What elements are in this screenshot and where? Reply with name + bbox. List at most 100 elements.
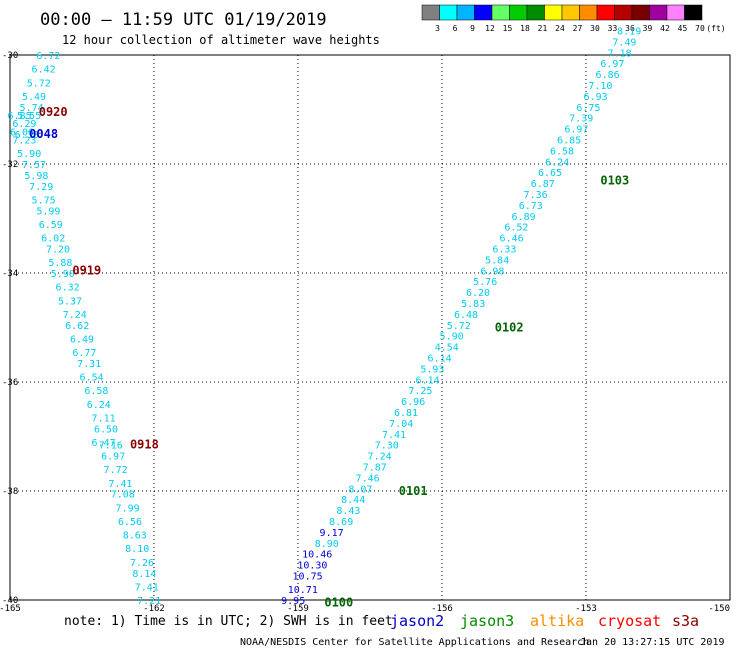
wave-height-value: 8.19 [617, 26, 641, 37]
wave-height-value: 7.30 [375, 441, 399, 452]
y-tick-label: -36 [2, 378, 18, 388]
pass-time-label: 0103 [600, 173, 629, 187]
colorbar-legend: 3 6 9 12 15 18 21 24 27 30 33 36 39 42 45 70 (ft) [421, 4, 726, 33]
wave-height-value: 7.23 [12, 135, 36, 146]
wave-height-value: 5.84 [485, 255, 509, 266]
y-tick-label: -40 [2, 596, 18, 606]
colorbar-label: 33 [608, 24, 618, 33]
colorbar-swatch [474, 4, 493, 21]
wave-height-value: 6.87 [531, 179, 555, 190]
wave-height-value: 6.72 [36, 51, 60, 62]
wave-height-value: 6.14 [428, 353, 452, 364]
colorbar-swatch [631, 4, 650, 21]
wave-height-value: 5.75 [32, 195, 56, 206]
wave-height-value: 7.41 [382, 430, 406, 441]
wave-height-value: 8.43 [336, 506, 360, 517]
wave-height-value: 6.02 [41, 234, 65, 245]
footer-timestamp: Jan 20 13:27:15 UTC 2019 [580, 637, 725, 648]
wave-height-value: 8.14 [132, 569, 156, 580]
wave-height-value: 7.26 [130, 558, 154, 569]
wave-height-value: 5.83 [461, 299, 485, 310]
satellite-legend-jason3: jason3 [460, 612, 514, 630]
wave-height-value: 6.59 [39, 220, 63, 231]
axis-ticks: -165 -162 -159 -156 -153 -150 -30 -32 -34 -36 -38 -… [0, 51, 730, 614]
satellite-legend-altika: altika [530, 612, 584, 630]
wave-height-value: 6.20 [466, 288, 490, 299]
wave-height-value: 9.95 [281, 596, 305, 607]
wave-height-value: 6.73 [519, 201, 543, 212]
wave-height-value: 8.69 [329, 517, 353, 528]
wave-height-value: 7.25 [408, 386, 432, 397]
colorbar-label: 3 [435, 24, 440, 33]
wave-height-value: 6.48 [454, 310, 478, 321]
pass-time-label: 0918 [130, 438, 159, 452]
wave-height-value: 6.54 [80, 373, 104, 384]
wave-height-value: 6.86 [596, 70, 620, 81]
satellite-legend: jason2 jason3 altika cryosat s3a [390, 612, 699, 630]
wave-height-value: 6.97 [600, 59, 624, 70]
wave-height-value: 10.30 [297, 561, 327, 572]
wave-height-value: 6.29 [12, 119, 36, 130]
colorbar-label: 9 [470, 24, 475, 33]
wave-height-value: 6.42 [32, 65, 56, 76]
wave-height-value: 6.47 [92, 438, 116, 449]
wave-height-value: 7.31 [77, 359, 101, 370]
y-tick-label: -34 [2, 269, 18, 279]
wave-height-value: 8.10 [125, 544, 149, 555]
pass-time-label: 0100 [324, 596, 353, 610]
colorbar-swatch [684, 4, 703, 21]
satellite-legend-cryosat: cryosat [598, 612, 661, 630]
wave-height-value: 5.49 [22, 92, 46, 103]
wave-height-value: 7.04 [389, 419, 413, 430]
wave-height-value: 7.18 [608, 48, 632, 59]
wave-height-value: 6.50 [94, 424, 118, 435]
wave-height-value: 6.81 [394, 408, 418, 419]
y-tick-label: -30 [2, 51, 18, 61]
satellite-legend-jason2: jason2 [390, 612, 444, 630]
pass-time-labels: 0920 0048 0919 0918 0103 0102 0101 0100 [29, 105, 629, 609]
colorbar-label: 39 [643, 24, 653, 33]
pass-time-label: 0920 [39, 105, 68, 119]
wave-height-value: 7.99 [116, 503, 140, 514]
wave-height-value: 6.46 [500, 234, 524, 245]
wave-height-value: 6.32 [56, 283, 80, 294]
colorbar-swatch [614, 4, 633, 21]
wave-height-value: 8.90 [315, 539, 339, 550]
wave-height-value: 7.41 [108, 479, 132, 490]
colorbar-swatch [649, 4, 668, 21]
wave-height-value: 6.77 [72, 348, 96, 359]
wave-height-value: 9.17 [320, 528, 344, 539]
colorbar-unit: (ft) [706, 24, 725, 33]
wave-height-value: 7.87 [363, 462, 387, 473]
wave-height-value: 7.10 [588, 81, 612, 92]
wave-height-value: 6.98 [480, 266, 504, 277]
wave-height-value: 4.54 [435, 343, 459, 354]
colorbar-label: 27 [573, 24, 583, 33]
footer-credit: NOAA/NESDIS Center for Satellite Applica… [240, 637, 589, 648]
pass-time-label: 0919 [72, 263, 101, 277]
wave-height-value: 6.33 [15, 130, 39, 141]
y-tick-label: -38 [2, 487, 18, 497]
wave-height-value: 6.93 [584, 92, 608, 103]
wave-height-value: 5.99 [36, 206, 60, 217]
x-tick-label: -153 [575, 604, 597, 614]
wave-height-value: 8.63 [123, 531, 147, 542]
colorbar-swatch [421, 4, 440, 21]
wave-height-value: 5.98 [24, 171, 48, 182]
page-subtitle: 12 hour collection of altimeter wave hei… [62, 33, 380, 47]
wave-height-value: 6.49 [70, 334, 94, 345]
page-title: 00:00 – 11:59 UTC 01/19/2019 [40, 10, 327, 30]
colorbar-swatch [526, 4, 545, 21]
colorbar-swatch [561, 4, 580, 21]
wave-height-value: 7.29 [29, 182, 53, 193]
pass-time-label: 0102 [495, 321, 524, 335]
wave-height-value: 5.55 [17, 111, 41, 122]
pass-time-label: 0048 [29, 127, 58, 141]
colorbar-swatch [509, 4, 528, 21]
note-text: note: 1) Time is in UTC; 2) SWH is in fe… [64, 614, 393, 629]
colorbar-label: 24 [555, 24, 565, 33]
wave-height-value: 6.33 [492, 244, 516, 255]
colorbar-label: 15 [503, 24, 513, 33]
wave-height-value: 7.08 [111, 490, 135, 501]
